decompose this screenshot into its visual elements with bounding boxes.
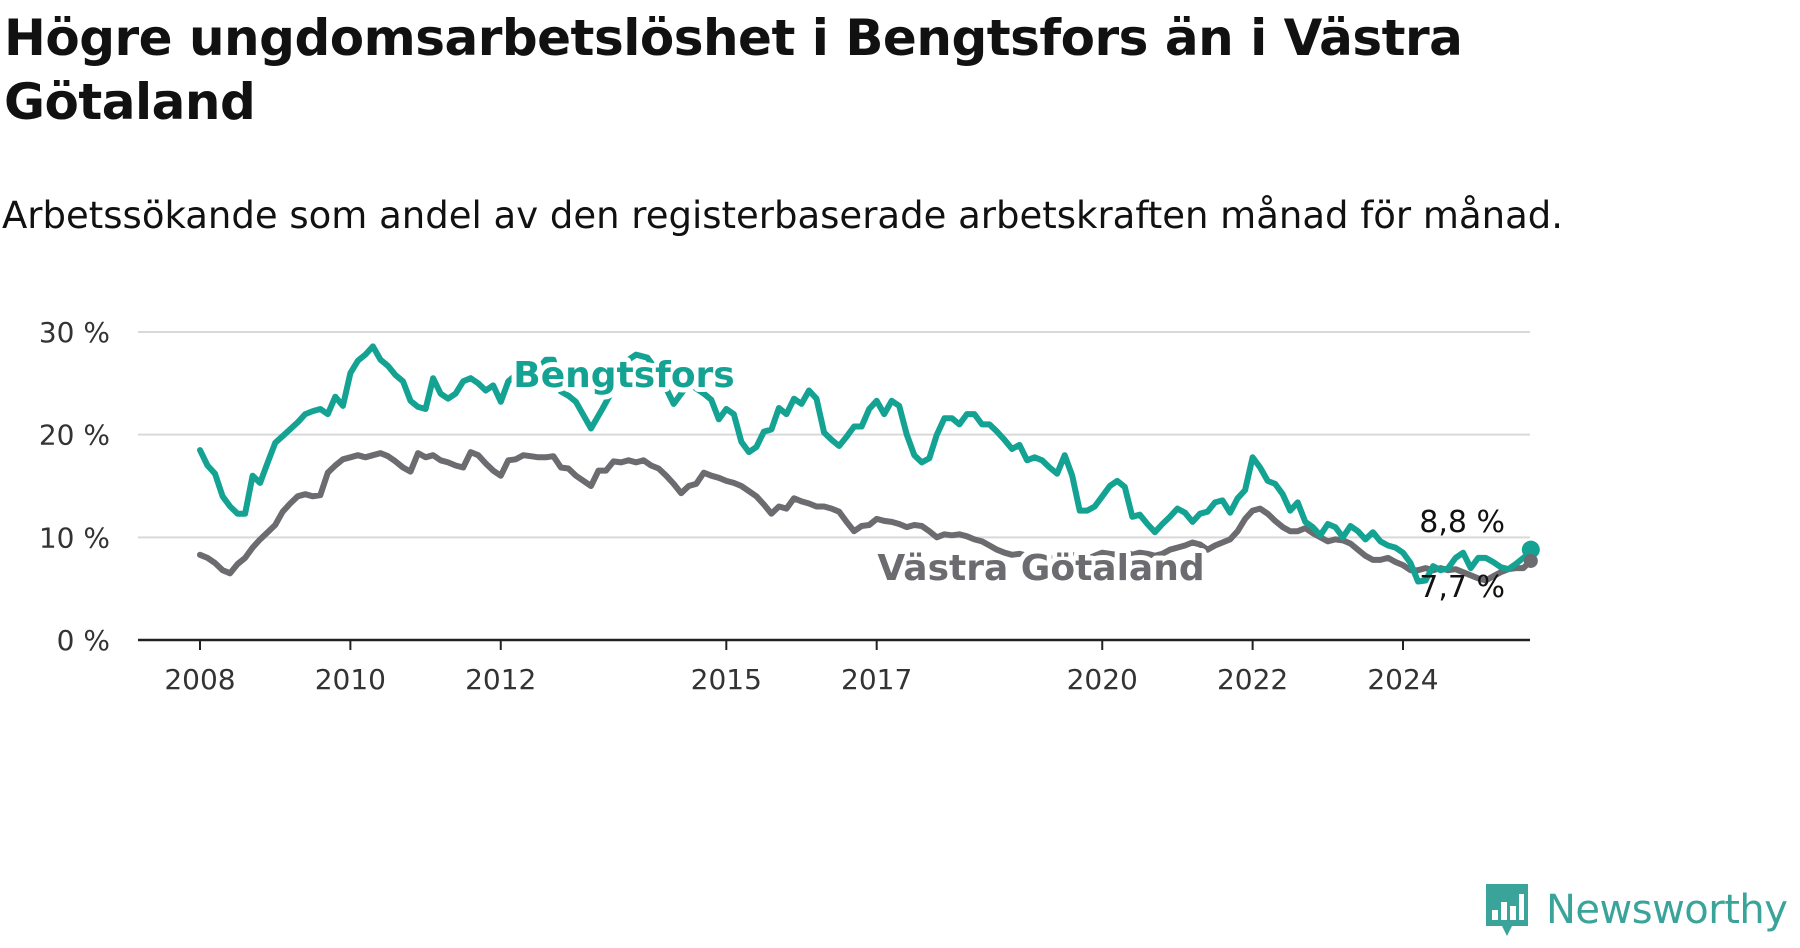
series-label-bengtsfors: Bengtsfors bbox=[513, 355, 734, 396]
x-tick-label: 2022 bbox=[1217, 663, 1288, 696]
x-tick-label: 2010 bbox=[315, 663, 386, 696]
series-line-vastra-gotaland bbox=[197, 449, 1534, 584]
y-tick-label: 20 % bbox=[39, 419, 110, 452]
y-tick-label: 10 % bbox=[39, 521, 110, 554]
series-lines bbox=[197, 343, 1540, 585]
x-tick-label: 2024 bbox=[1367, 663, 1438, 696]
series-label-vastra-gotaland: Västra Götaland bbox=[877, 548, 1204, 589]
brand-name: Newsworthy bbox=[1546, 887, 1788, 933]
series-labels: 8,8 % 7,7 % Bengtsfors Västra Götaland bbox=[508, 350, 1505, 605]
end-label-vastra-gotaland: 7,7 % bbox=[1419, 570, 1505, 605]
y-axis-ticks: 0 % 10 % 20 % 30 % bbox=[39, 316, 110, 657]
x-tick-label: 2017 bbox=[841, 663, 912, 696]
end-label-bengtsfors: 8,8 % bbox=[1419, 505, 1505, 540]
chart-subtitle: Arbetssökande som andel av den registerb… bbox=[2, 194, 1563, 237]
endpoint-marker-bengtsfors bbox=[1521, 540, 1540, 559]
x-axis-ticks: 2008 2010 2012 2015 2017 2020 2022 2024 bbox=[164, 640, 1439, 696]
grid-lines bbox=[138, 331, 1530, 642]
x-tick-label: 2012 bbox=[465, 663, 536, 696]
series-line-bengtsfors bbox=[197, 343, 1534, 585]
newsworthy-brand: Newsworthy bbox=[1482, 878, 1788, 942]
chart-title: Högre ungdomsarbetslöshet i Bengtsfors ä… bbox=[4, 9, 1463, 131]
x-tick-label: 2008 bbox=[164, 663, 235, 696]
x-tick-label: 2015 bbox=[691, 663, 762, 696]
y-tick-label: 30 % bbox=[39, 316, 110, 349]
x-tick-label: 2020 bbox=[1067, 663, 1138, 696]
newsworthy-logo-icon bbox=[1486, 884, 1528, 936]
endpoint-marker-vastra-gotaland bbox=[1523, 553, 1538, 568]
y-tick-label: 0 % bbox=[57, 624, 110, 657]
